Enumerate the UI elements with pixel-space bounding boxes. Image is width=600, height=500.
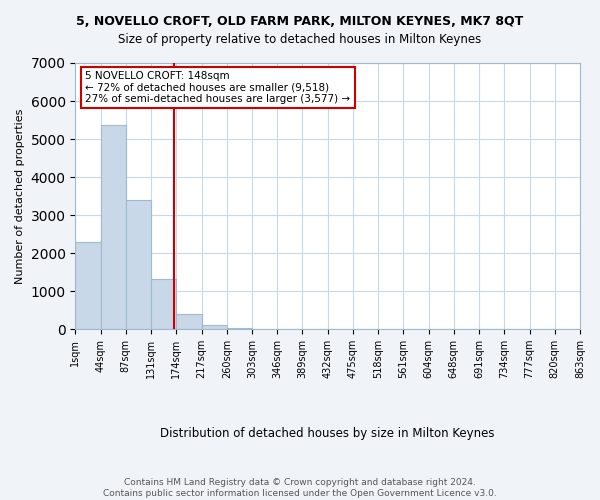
- Y-axis label: Number of detached properties: Number of detached properties: [15, 108, 25, 284]
- Bar: [126, 200, 151, 329]
- Text: 5, NOVELLO CROFT, OLD FARM PARK, MILTON KEYNES, MK7 8QT: 5, NOVELLO CROFT, OLD FARM PARK, MILTON …: [76, 15, 524, 28]
- Bar: [76, 242, 101, 329]
- Text: Contains HM Land Registry data © Crown copyright and database right 2024.
Contai: Contains HM Land Registry data © Crown c…: [103, 478, 497, 498]
- Bar: [101, 124, 126, 329]
- Bar: [151, 280, 176, 329]
- Bar: [202, 324, 227, 329]
- Text: 5 NOVELLO CROFT: 148sqm
← 72% of detached houses are smaller (9,518)
27% of semi: 5 NOVELLO CROFT: 148sqm ← 72% of detache…: [85, 71, 350, 104]
- X-axis label: Distribution of detached houses by size in Milton Keynes: Distribution of detached houses by size …: [160, 427, 495, 440]
- Bar: [176, 314, 202, 329]
- Text: Size of property relative to detached houses in Milton Keynes: Size of property relative to detached ho…: [118, 32, 482, 46]
- Bar: [227, 328, 252, 329]
